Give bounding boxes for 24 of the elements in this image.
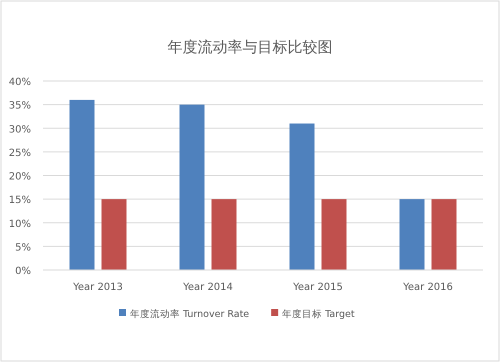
bar [70, 100, 94, 270]
bar [212, 199, 236, 270]
bar [400, 199, 424, 270]
bar [102, 199, 126, 270]
bar [290, 124, 314, 270]
y-tick-label: 5% [15, 242, 31, 254]
y-tick-label: 40% [8, 77, 31, 88]
y-tick-label: 15% [8, 195, 31, 206]
x-tick-label: Year 2013 [72, 282, 123, 293]
chart-title: 年度流动率与目标比较图 [168, 38, 332, 56]
y-tick-label: 30% [8, 124, 31, 136]
y-tick-label: 25% [8, 148, 31, 159]
y-tick-label: 35% [8, 100, 31, 112]
y-tick-label: 20% [8, 172, 31, 182]
x-tick-label: Year 2015 [292, 282, 343, 293]
legend-label: 年度目标 Target [282, 308, 355, 320]
bar [322, 199, 346, 270]
y-tick-label: 0% [15, 266, 31, 277]
legend-label: 年度流动率 Turnover Rate [130, 308, 250, 320]
bar [432, 199, 456, 270]
x-tick-label: Year 2014 [182, 282, 233, 293]
bar [180, 104, 204, 270]
x-tick-label: Year 2016 [402, 282, 453, 293]
y-tick-label: 10% [8, 218, 31, 230]
